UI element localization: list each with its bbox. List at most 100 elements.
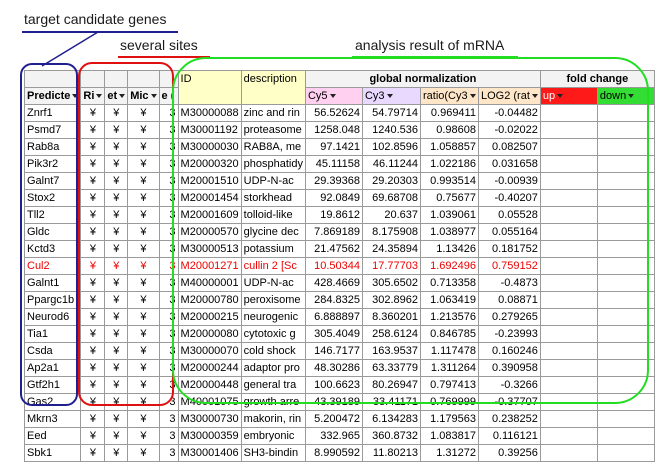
up-cell[interactable] [539,427,598,445]
id-cell[interactable]: M40000001 [177,274,242,292]
cy5-cell[interactable]: 29.39368 [304,172,363,190]
filter-dropdown-icon[interactable] [531,94,538,99]
ratio-cell[interactable]: 0.846785 [419,325,479,343]
description-cell[interactable]: RAB8A, me [240,138,306,156]
filter-dropdown-icon[interactable] [119,94,126,99]
id-cell[interactable]: M20001454 [177,189,242,207]
down-cell[interactable] [596,427,655,445]
log2-cell[interactable]: -0.00939 [477,172,541,190]
site-cell[interactable]: ¥ [127,206,160,224]
gene-cell[interactable]: Kctd3 [23,240,82,258]
cy3-cell[interactable]: 80.26947 [361,376,421,394]
site-cell[interactable]: ¥ [127,427,160,445]
id-cell[interactable]: M20000570 [177,223,242,241]
column-header-down[interactable]: down [596,87,655,105]
ratio-cell[interactable]: 1.063419 [419,291,479,309]
gene-cell[interactable]: Psmd7 [23,121,82,139]
cy5-cell[interactable]: 10.50344 [304,257,363,275]
log2-cell[interactable]: 0.05528 [477,206,541,224]
site-cell[interactable]: ¥ [127,240,160,258]
ratio-cell[interactable]: 1.083817 [419,427,479,445]
log2-cell[interactable]: 0.116121 [477,427,541,445]
column-header-et[interactable]: et [104,87,129,105]
table-row[interactable]: Mkrn3 ¥ ¥ ¥3 M30000730 makorin, rin 5.200472 6.… [23,410,655,428]
column-header-cy3[interactable]: Cy3 [361,87,421,105]
cy3-cell[interactable]: 29.20303 [361,172,421,190]
table-row[interactable]: Gtf2h1 ¥ ¥ ¥3 M20000448 general tra 100.6623 80… [23,376,655,394]
gene-cell[interactable]: Tia1 [23,325,82,343]
ratio-cell[interactable]: 0.993514 [419,172,479,190]
count-cell[interactable]: 3 [158,427,179,445]
table-row[interactable]: Eed ¥ ¥ ¥3 M30000359 embryonic 332.965 360.8732… [23,427,655,445]
description-cell[interactable]: cullin 2 [Sc [240,257,306,275]
gene-cell[interactable]: Eed [23,427,82,445]
filter-dropdown-icon[interactable] [96,94,103,99]
ratio-cell[interactable]: 1.038977 [419,223,479,241]
column-header-predicted[interactable]: Predicte [23,87,82,105]
site-cell[interactable]: ¥ [104,444,129,462]
log2-cell[interactable]: 0.031658 [477,155,541,173]
filter-dropdown-icon[interactable] [628,94,635,99]
gene-cell[interactable]: Sbk1 [23,444,82,462]
table-row[interactable]: Tll2 ¥ ¥ ¥3 M20001609 tolloid-like 19.8612 20.6… [23,206,655,224]
gene-cell[interactable]: Ppargc1b [23,291,82,309]
column-header-ratio[interactable]: ratio(Cy3 [419,87,479,105]
description-cell[interactable]: embryonic [240,427,306,445]
log2-cell[interactable]: 0.082507 [477,138,541,156]
cy3-cell[interactable]: 360.8732 [361,427,421,445]
site-cell[interactable]: ¥ [104,427,129,445]
table-row[interactable]: Galnt7 ¥ ¥ ¥3 M20001510 UDP-N-ac 29.39368 29.20… [23,172,655,190]
table-row[interactable]: Kctd3 ¥ ¥ ¥3 M30000513 potassium 21.47562 24.35… [23,240,655,258]
cy3-cell[interactable]: 20.637 [361,206,421,224]
id-cell[interactable]: M30000359 [177,427,242,445]
log2-cell[interactable]: -0.23993 [477,325,541,343]
column-header-cy5[interactable]: Cy5 [304,87,363,105]
site-cell[interactable]: ¥ [127,172,160,190]
log2-cell[interactable]: -0.02022 [477,121,541,139]
down-cell[interactable] [596,444,655,462]
column-header-mic[interactable]: Mic [127,87,160,105]
cy5-cell[interactable]: 428.4669 [304,274,363,292]
site-cell[interactable]: ¥ [80,427,106,445]
description-cell[interactable]: makorin, rin [240,410,306,428]
filter-dropdown-icon[interactable] [557,94,564,99]
table-row[interactable]: Stox2 ¥ ¥ ¥3 M20001454 storkhead 92.0849 69.687… [23,189,655,207]
table-row[interactable]: Pik3r2 ¥ ¥ ¥3 M20000320 phosphatidy 45.11158 46… [23,155,655,173]
cy3-cell[interactable]: 102.8596 [361,138,421,156]
log2-cell[interactable]: 0.279265 [477,308,541,326]
cy5-cell[interactable]: 146.7177 [304,342,363,360]
description-cell[interactable]: SH3-bindin [240,444,306,462]
description-cell[interactable]: cytotoxic g [240,325,306,343]
ratio-cell[interactable]: 1.31272 [419,444,479,462]
ratio-cell[interactable]: 0.75677 [419,189,479,207]
site-cell[interactable]: ¥ [127,444,160,462]
filter-dropdown-icon[interactable] [469,94,476,99]
filter-dropdown-icon[interactable] [386,94,393,99]
id-cell[interactable]: M30001192 [177,121,242,139]
cy5-cell[interactable]: 92.0849 [304,189,363,207]
ratio-cell[interactable]: 1.311264 [419,359,479,377]
table-row[interactable]: Neurod6 ¥ ¥ ¥3 M20000215 neurogenic 6.888897 8.… [23,308,655,326]
cy3-cell[interactable]: 6.134283 [361,410,421,428]
ratio-cell[interactable]: 0.713358 [419,274,479,292]
gene-cell[interactable]: Rab8a [23,138,82,156]
up-cell[interactable] [539,444,598,462]
gene-cell[interactable]: Csda [23,342,82,360]
table-row[interactable]: Ppargc1b ¥ ¥ ¥3 M20000780 peroxisome 284.8325 3… [23,291,655,309]
description-cell[interactable]: glycine dec [240,223,306,241]
cy5-cell[interactable]: 19.8612 [304,206,363,224]
count-cell[interactable]: 3 [158,444,179,462]
table-row[interactable]: Cul2 ¥ ¥ ¥3 M20001271 cullin 2 [Sc 10.50344 17.… [23,257,655,275]
id-cell[interactable]: M20000080 [177,325,242,343]
log2-cell[interactable]: 0.055164 [477,223,541,241]
log2-cell[interactable]: 0.39256 [477,444,541,462]
description-cell[interactable]: zinc and rin [240,104,306,122]
ratio-cell[interactable]: 1.117478 [419,342,479,360]
column-header-description[interactable]: description [240,70,306,105]
site-cell[interactable]: ¥ [80,444,106,462]
site-cell[interactable]: ¥ [80,223,106,241]
cy3-cell[interactable]: 11.80213 [361,444,421,462]
table-row[interactable]: Sbk1 ¥ ¥ ¥3 M30001406 SH3-bindin 8.990592 11.80… [23,444,655,462]
ratio-cell[interactable]: 1.058857 [419,138,479,156]
id-cell[interactable]: M30000030 [177,138,242,156]
